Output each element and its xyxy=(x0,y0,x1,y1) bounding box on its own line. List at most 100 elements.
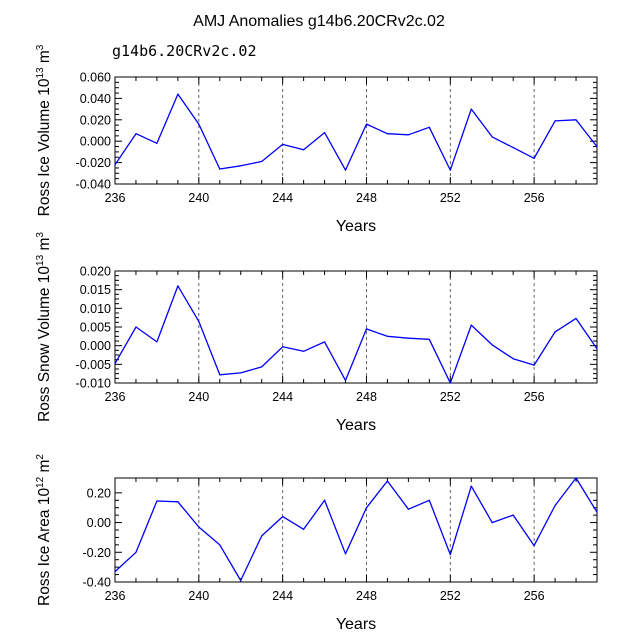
data-point xyxy=(177,501,179,503)
y-axis-label-ylabel-exp: 13 xyxy=(35,254,46,266)
data-point xyxy=(449,382,451,384)
data-point xyxy=(219,374,221,376)
series-line xyxy=(114,93,598,171)
y-tick-label: 0.040 xyxy=(80,92,111,106)
data-point xyxy=(240,372,242,374)
plot-frame xyxy=(114,270,598,384)
x-tick-label: 240 xyxy=(188,589,209,603)
data-point xyxy=(156,500,158,502)
data-point xyxy=(470,108,472,110)
data-point xyxy=(596,348,598,350)
chart-title: AMJ Anomalies g14b6.20CRv2c.02 xyxy=(193,13,445,30)
data-point xyxy=(365,328,368,330)
y-axis-label-ylabel-unit: m xyxy=(36,238,53,255)
data-point xyxy=(114,362,116,365)
x-tick-label: 240 xyxy=(188,390,209,404)
data-point xyxy=(491,521,493,524)
y-tick-label: 0.20 xyxy=(87,486,111,500)
data-point xyxy=(596,145,598,148)
data-point xyxy=(282,516,284,518)
data-point xyxy=(554,331,556,333)
data-point xyxy=(386,133,389,135)
x-tick-label: 236 xyxy=(105,589,126,603)
data-point xyxy=(428,499,430,501)
data-point xyxy=(533,157,535,159)
y-tick-label: 0.020 xyxy=(80,265,111,279)
y-tick-label: 0.000 xyxy=(80,339,111,353)
data-point xyxy=(323,132,326,134)
data-point xyxy=(491,136,493,138)
data-point xyxy=(135,326,137,328)
data-point xyxy=(156,142,158,144)
x-tick-label: 252 xyxy=(440,589,461,603)
x-axis-label: Years xyxy=(336,218,376,235)
y-tick-label: 0.010 xyxy=(80,302,111,316)
data-point xyxy=(198,526,200,528)
data-point xyxy=(261,535,263,537)
y-tick-label: -0.020 xyxy=(76,156,111,170)
data-point xyxy=(470,485,472,487)
y-tick-label: 0.000 xyxy=(80,135,111,149)
panel-1: -0.040 -0.020 0.000 0.020 0.040 0.060 236 240 24… xyxy=(35,44,598,235)
data-point xyxy=(512,358,514,360)
data-point xyxy=(512,147,514,149)
panel-3: -0.40 -0.20 0.00 0.20 236 240 244 248 252 256 Year… xyxy=(35,454,598,633)
x-tick-label: 244 xyxy=(272,191,293,205)
x-tick-label: 256 xyxy=(524,589,545,603)
data-point xyxy=(303,528,305,530)
data-point xyxy=(344,553,347,555)
data-point xyxy=(365,507,368,509)
series-line xyxy=(114,285,598,384)
x-tick-label: 248 xyxy=(356,191,377,205)
data-point xyxy=(407,337,409,339)
x-tick-label: 244 xyxy=(272,390,293,404)
y-axis-label: Ross Snow Volume 1013 m3 xyxy=(35,232,53,422)
x-tick-label: 252 xyxy=(440,191,461,205)
data-point xyxy=(135,551,137,553)
data-point xyxy=(177,93,179,95)
y-axis-label-ylabel-unit: m xyxy=(36,50,53,67)
data-point xyxy=(344,169,347,171)
y-axis-label: Ross Ice Area 1012 m2 xyxy=(35,454,53,606)
data-point xyxy=(240,579,242,582)
chart-subtitle: g14b6.20CRv2c.02 xyxy=(112,42,257,60)
y-axis-label-ylabel-unit-exp: 3 xyxy=(35,44,46,50)
data-point xyxy=(177,285,179,287)
data-point xyxy=(261,366,263,368)
data-point xyxy=(344,379,347,381)
data-point xyxy=(386,335,389,337)
data-point xyxy=(156,341,158,343)
data-point xyxy=(428,126,430,128)
data-point xyxy=(449,553,451,556)
data-point xyxy=(365,123,368,125)
y-tick-label: 0.060 xyxy=(80,71,111,85)
x-axis-label: Years xyxy=(336,417,376,434)
data-point xyxy=(135,133,137,135)
y-axis-label-ylabel-main: Ross Ice Area 10 xyxy=(36,488,53,606)
x-tick-label: 240 xyxy=(188,191,209,205)
data-point xyxy=(198,123,200,125)
y-tick-label: -0.20 xyxy=(83,546,112,560)
data-point xyxy=(323,499,326,501)
x-tick-label: 236 xyxy=(105,191,126,205)
y-tick-label: -0.040 xyxy=(76,178,111,192)
x-tick-label: 236 xyxy=(105,390,126,404)
x-tick-label: 256 xyxy=(524,191,545,205)
y-tick-label: 0.00 xyxy=(87,516,111,530)
data-point xyxy=(596,511,598,513)
data-point xyxy=(240,165,242,167)
y-tick-label: -0.40 xyxy=(83,576,112,590)
data-point xyxy=(575,119,577,121)
panel-2: -0.010 -0.005 0.000 0.005 0.010 0.015 0.020 236… xyxy=(35,232,598,434)
data-point xyxy=(449,169,451,171)
data-point xyxy=(323,341,326,343)
data-point xyxy=(407,508,409,510)
y-tick-label: 0.005 xyxy=(80,321,111,335)
data-point xyxy=(533,545,535,547)
y-tick-label: -0.005 xyxy=(76,358,111,372)
y-axis-label-ylabel-unit-exp: 3 xyxy=(35,232,46,238)
data-point xyxy=(554,120,556,122)
y-axis-label-ylabel-main: Ross Ice Volume 10 xyxy=(36,78,53,216)
y-axis-label-ylabel-exp: 13 xyxy=(35,67,46,79)
